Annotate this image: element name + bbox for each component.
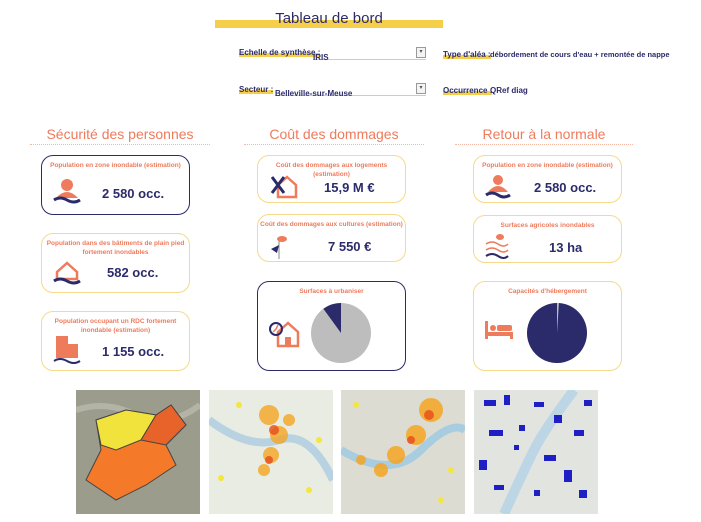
sector-select[interactable]: Belleville-sur-Meuse ▾ — [275, 83, 426, 98]
card-title: Coût des dommages aux cultures (estimati… — [260, 221, 403, 228]
scale-select[interactable]: IRIS ▾ — [313, 47, 426, 62]
house-tools-icon — [270, 175, 298, 199]
iris-map[interactable] — [76, 390, 200, 514]
card-title: Population dans des bâtiments de plain p… — [46, 240, 185, 256]
kpi-card-urban-areas: Surfaces à urbaniser — [257, 281, 406, 371]
section-title-recovery: Retour à la normale — [455, 126, 633, 145]
card-title: Population en zone inondable (estimation… — [50, 162, 181, 169]
house-clock-icon — [269, 321, 300, 348]
person-flood-icon — [53, 179, 81, 204]
kpi-card-population-recovery: Population en zone inondable (estimation… — [473, 155, 622, 203]
card-title: Capacités d'hébergement — [508, 288, 587, 295]
page-title: Tableau de bord — [275, 10, 383, 27]
card-title: Surfaces agricoles inondables — [500, 222, 595, 229]
card-value: 2 580 occ. — [102, 186, 165, 201]
occurrence-value: QRef diag — [490, 86, 528, 95]
pie-slice-navy — [323, 303, 341, 333]
card-value: 1 155 occ. — [102, 344, 165, 359]
hazard-value: débordement de cours d'eau + remontée de… — [490, 50, 670, 59]
title-underline — [215, 20, 443, 28]
section-title-costs: Coût des dommages — [244, 126, 424, 145]
kpi-card-housing-damage: Coût des dommages aux logements (estimat… — [257, 155, 406, 203]
urban-areas-pie-chart — [311, 303, 371, 363]
heat-map-2[interactable] — [341, 390, 465, 514]
bed-icon — [485, 321, 513, 339]
building-flood-icon — [53, 336, 81, 364]
house-flood-icon — [53, 261, 81, 285]
kpi-card-single-storey: Population dans des bâtiments de plain p… — [41, 233, 190, 293]
kpi-card-accommodation: Capacités d'hébergement — [473, 281, 622, 371]
card-value: 7 550 € — [328, 239, 372, 254]
card-value: 13 ha — [549, 240, 583, 255]
scale-value: IRIS — [313, 53, 329, 62]
card-title: Coût des dommages aux logements (estimat… — [275, 162, 388, 178]
buildings-map[interactable] — [474, 390, 598, 514]
card-value: 2 580 occ. — [534, 180, 597, 195]
section-title-safety: Sécurité des personnes — [30, 126, 210, 145]
chevron-down-icon[interactable]: ▾ — [416, 47, 426, 58]
kpi-card-population: Population en zone inondable (estimation… — [41, 155, 190, 215]
accommodation-pie-chart — [527, 303, 587, 363]
heat-map-1[interactable] — [209, 390, 333, 514]
chevron-down-icon[interactable]: ▾ — [416, 83, 426, 94]
occurrence-label: Occurrence : — [443, 86, 493, 95]
sector-label: Secteur : — [239, 85, 274, 94]
crop-icon — [271, 236, 287, 259]
card-title: Population en zone inondable (estimation… — [482, 162, 613, 169]
kpi-card-crop-damage: Coût des dommages aux cultures (estimati… — [257, 214, 406, 262]
field-flood-icon — [485, 234, 509, 259]
pie-slice-navy — [527, 303, 587, 363]
kpi-card-ground-floor: Population occupant un RDC fortement ino… — [41, 311, 190, 371]
kpi-card-agricultural-areas: Surfaces agricoles inondables 13 ha — [473, 215, 622, 263]
card-title: Population occupant un RDC fortement ino… — [54, 318, 177, 334]
person-flood-icon — [485, 175, 511, 199]
card-value: 15,9 M € — [324, 180, 375, 195]
card-title: Surfaces à urbaniser — [299, 288, 364, 295]
scale-label: Echelle de synthèse : — [239, 48, 321, 57]
card-value: 582 occ. — [107, 265, 159, 280]
hazard-label: Type d'aléa : — [443, 50, 491, 59]
sector-value: Belleville-sur-Meuse — [275, 89, 353, 98]
